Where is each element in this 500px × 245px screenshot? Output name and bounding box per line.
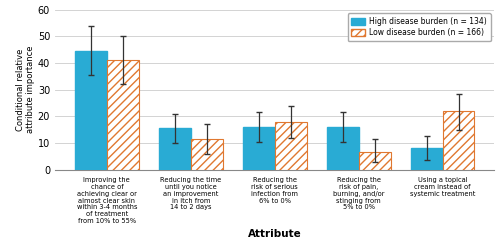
Bar [274,122,306,170]
Bar [442,111,474,170]
Y-axis label: Conditional relative
attribute importance: Conditional relative attribute importanc… [16,46,35,134]
Legend: High disease burden (n = 134), Low disease burden (n = 166): High disease burden (n = 134), Low disea… [348,13,490,41]
Bar [159,128,191,170]
Bar [358,152,390,170]
Bar [107,60,138,170]
Bar [243,127,274,170]
Bar [410,148,442,170]
Bar [191,139,222,170]
X-axis label: Attribute: Attribute [248,230,302,239]
Bar [326,127,358,170]
Bar [75,51,107,170]
